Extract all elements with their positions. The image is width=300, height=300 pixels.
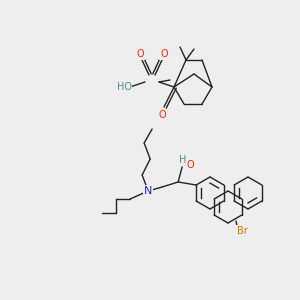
Text: HO: HO — [116, 82, 131, 92]
Text: H: H — [179, 155, 187, 165]
Text: Br: Br — [237, 226, 248, 236]
Text: O: O — [158, 110, 166, 120]
Text: O: O — [160, 49, 168, 59]
Text: O: O — [186, 160, 194, 170]
Text: O: O — [136, 49, 144, 59]
Text: N: N — [144, 186, 152, 196]
